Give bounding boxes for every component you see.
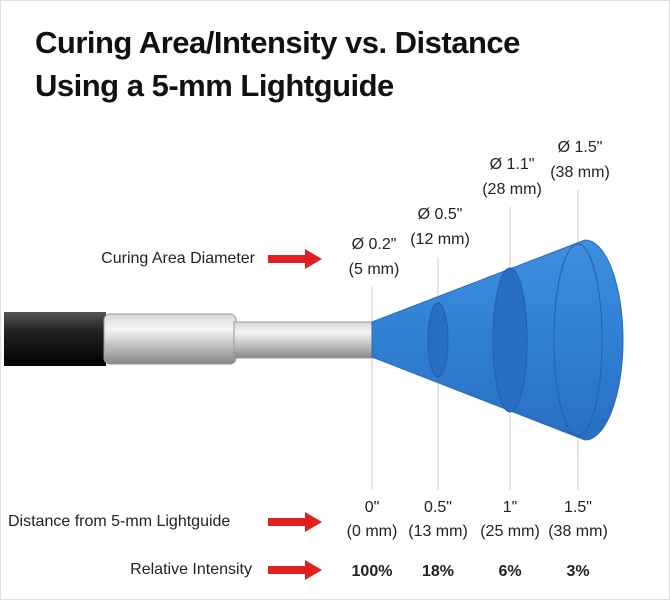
intensity: 6% xyxy=(498,563,521,580)
title-line: Curing Area/Intensity vs. Distance xyxy=(35,25,520,60)
distance-mm: (0 mm) xyxy=(347,523,398,540)
diameter-mm: (28 mm) xyxy=(482,181,542,198)
tip xyxy=(233,321,375,359)
row-label: Distance from 5-mm Lightguide xyxy=(8,513,230,530)
intensity: 100% xyxy=(352,563,393,580)
distance: 0" xyxy=(365,499,380,516)
intensity: 3% xyxy=(566,563,589,580)
arrow xyxy=(268,512,322,532)
intensity: 18% xyxy=(422,563,454,580)
distance: 1.5" xyxy=(564,499,592,516)
columns: Ø 0.2" (5 mm) 0" (0 mm) 100% Ø 0.5" (12 mm) 0.5… xyxy=(347,139,610,580)
spot xyxy=(553,243,603,437)
diameter: Ø 0.5" xyxy=(418,206,463,223)
sleeve xyxy=(103,313,237,365)
light-cone xyxy=(371,239,624,441)
distance: 1" xyxy=(503,499,518,516)
diameter: Ø 1.1" xyxy=(490,156,535,173)
distance-mm: (38 mm) xyxy=(548,523,608,540)
spot xyxy=(492,267,528,413)
diameter-mm: (5 mm) xyxy=(349,261,400,278)
spot xyxy=(427,302,449,378)
distance-mm: (13 mm) xyxy=(408,523,468,540)
diameter: Ø 0.2" xyxy=(352,236,397,253)
title-line: Using a 5-mm Lightguide xyxy=(35,68,394,103)
row-label: Curing Area Diameter xyxy=(101,250,256,267)
diameter: Ø 1.5" xyxy=(558,139,603,156)
cable xyxy=(4,312,106,366)
arrow xyxy=(268,560,322,580)
diameter-mm: (12 mm) xyxy=(410,231,470,248)
distance-mm: (25 mm) xyxy=(480,523,540,540)
distance: 0.5" xyxy=(424,499,452,516)
lightguide xyxy=(4,312,375,366)
arrows xyxy=(268,249,322,580)
arrow xyxy=(268,249,322,269)
row-label: Relative Intensity xyxy=(130,561,252,578)
diameter-mm: (38 mm) xyxy=(550,164,610,181)
